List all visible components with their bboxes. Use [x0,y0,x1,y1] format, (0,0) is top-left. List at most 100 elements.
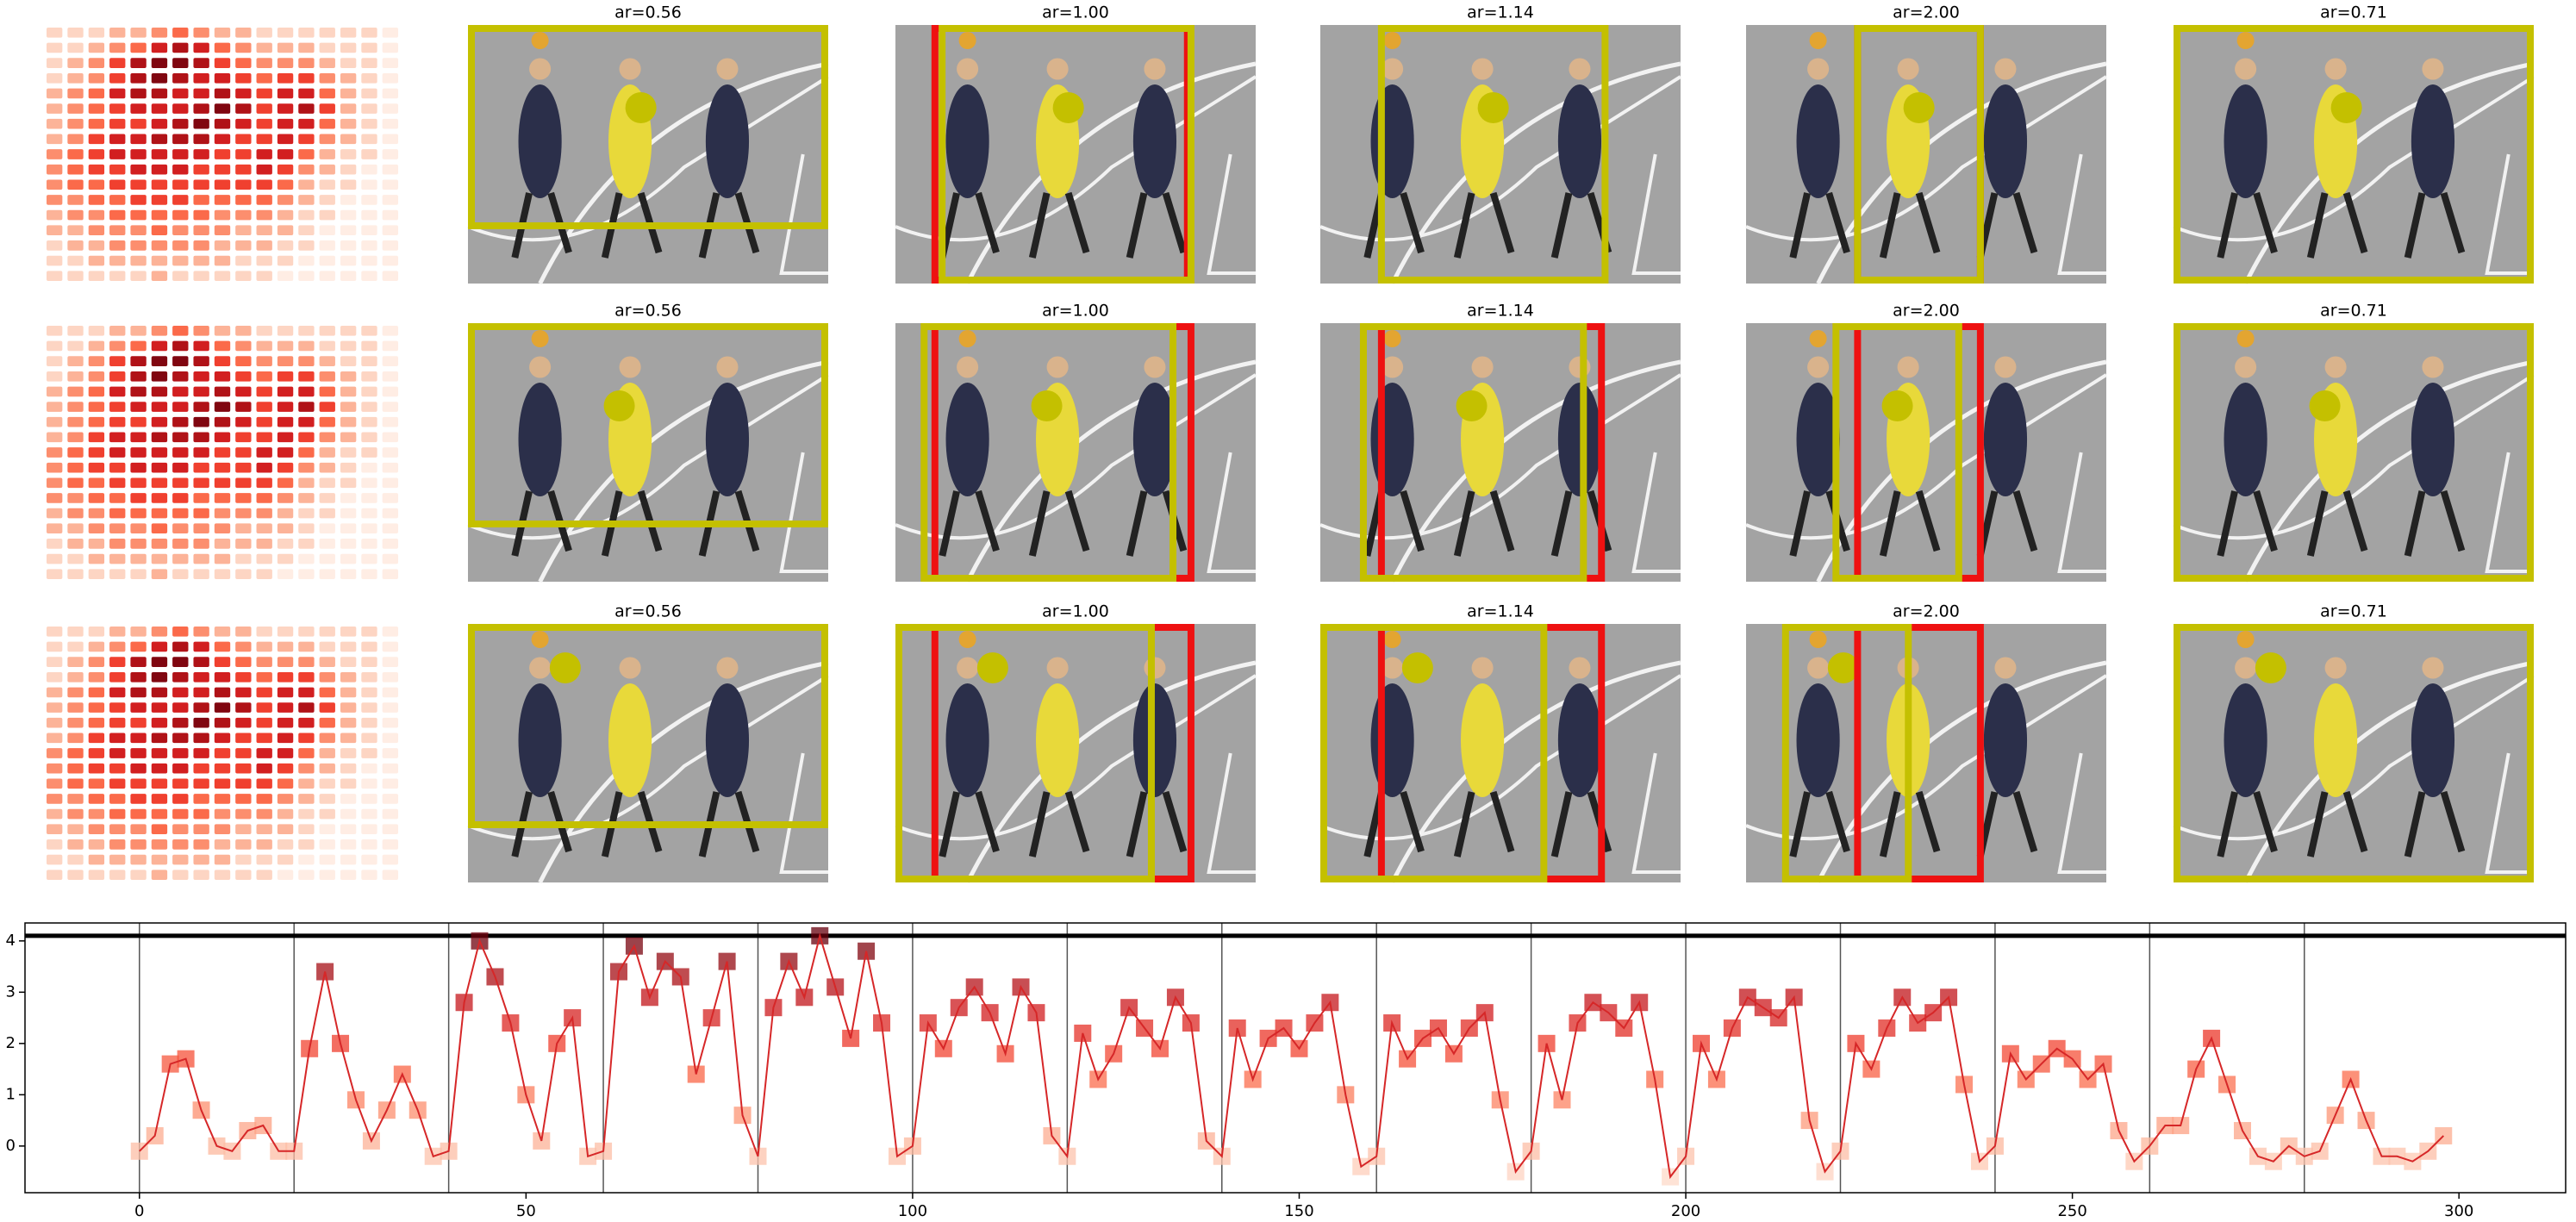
heatmap-cell [277,240,294,251]
heatmap-cell [361,326,377,336]
heatmap-cell [193,808,209,820]
heatmap-cell [67,416,84,427]
heatmap-cell [109,28,126,38]
heatmap-cell [235,240,252,251]
heatmap-cell [235,763,252,774]
heatmap-cell [319,402,335,412]
player [2411,683,2455,797]
heatmap-cell [151,794,168,804]
heatmap-cell [235,195,252,205]
heatmap-cell [88,808,105,820]
heatmap-cell [235,641,252,652]
player [945,383,989,496]
heatmap-cell [256,72,272,84]
image-panel: ar=2.00 [1745,602,2108,884]
heatmap-cell [256,493,272,503]
player-legs [1789,790,1850,857]
heatmap-cell [47,432,63,443]
heatmap-cell [256,416,272,427]
heatmap-cell [130,641,147,652]
keypoint [1456,390,1488,421]
court-line [1207,153,1256,275]
heatmap-cell [361,553,377,564]
heatmap-cell [67,447,84,458]
heatmap-cell [298,88,315,99]
panel-title: ar=1.00 [1042,302,1109,321]
heatmap-cell [382,627,398,637]
heatmap-cell [319,794,335,804]
player-head [1046,657,1069,679]
heatmap-cell [130,209,147,221]
heatmap-cell [88,687,105,698]
heatmap-cell [151,432,168,443]
heatmap-cell [382,671,398,683]
heatmap-cell [235,164,252,175]
heatmap-cell [319,824,335,835]
heatmap-cell [193,733,209,744]
heatmap-cell [235,271,252,281]
heatmap-cell [319,641,335,652]
player [2411,383,2455,496]
heatmap-cell [256,839,272,850]
heatmap-cell [214,402,231,412]
heatmap-cell [361,149,377,159]
heatmap-cell [130,778,147,789]
heatmap-cell [130,103,147,114]
heatmap-cell [109,854,126,865]
heatmap-cell [88,326,105,336]
heatmap-cell [382,402,398,412]
heatmap-cell [47,149,63,159]
heatmap-cell [172,225,189,236]
heatmap-cell [214,569,231,579]
heatmap-cell [235,179,252,190]
heatmap-cell [88,42,105,53]
heatmap-cell [130,733,147,744]
heatmap-cell [361,717,377,728]
heatmap-cell [277,447,294,458]
heatmap-cell [277,209,294,221]
heatmap-cell [193,671,209,683]
panel-title: ar=1.00 [1042,602,1109,621]
panel-title: ar=1.14 [1467,302,1534,321]
player [2224,383,2267,496]
heatmap-cell [298,371,315,382]
heatmap-cell [319,271,335,281]
x-tick-label: 50 [516,1202,536,1220]
heatmap-cell [361,854,377,865]
heatmap-cell [130,386,147,397]
crop-box [1377,25,1609,284]
heatmap-cell [340,356,357,366]
heatmap-cell [235,225,252,236]
heatmap-cell [88,179,105,190]
ball [2236,32,2255,49]
court-line [2485,752,2534,874]
heatmap-cell [319,569,335,579]
heatmap-cell [361,794,377,804]
heatmap-cell [214,641,231,652]
heatmap-cell [193,164,209,175]
heatmap-cell [193,195,209,205]
heatmap-cell [193,103,209,114]
player [1983,84,2028,198]
heatmap-cell [361,402,377,412]
heatmap-cell [256,179,272,190]
heatmap-cell [67,88,84,99]
player-head [2324,356,2347,378]
heatmap-cell [172,356,189,366]
keypoint [1031,390,1063,421]
heatmap-cell [340,195,357,205]
heatmap-cell [214,493,231,503]
heatmap-cell [340,255,357,266]
heatmap-cell [47,28,63,38]
heatmap-cell [172,794,189,804]
heatmap-cell [151,763,168,774]
heatmap-cell [88,854,105,865]
heatmap-cell [67,402,84,412]
heatmap-cell [130,179,147,190]
heatmap-cell [256,748,272,758]
heatmap-cell [340,523,357,534]
heatmap-cell [235,778,252,789]
panel-title: ar=0.56 [614,3,682,22]
heatmap-cell [298,569,315,579]
heatmap-cell [235,371,252,382]
